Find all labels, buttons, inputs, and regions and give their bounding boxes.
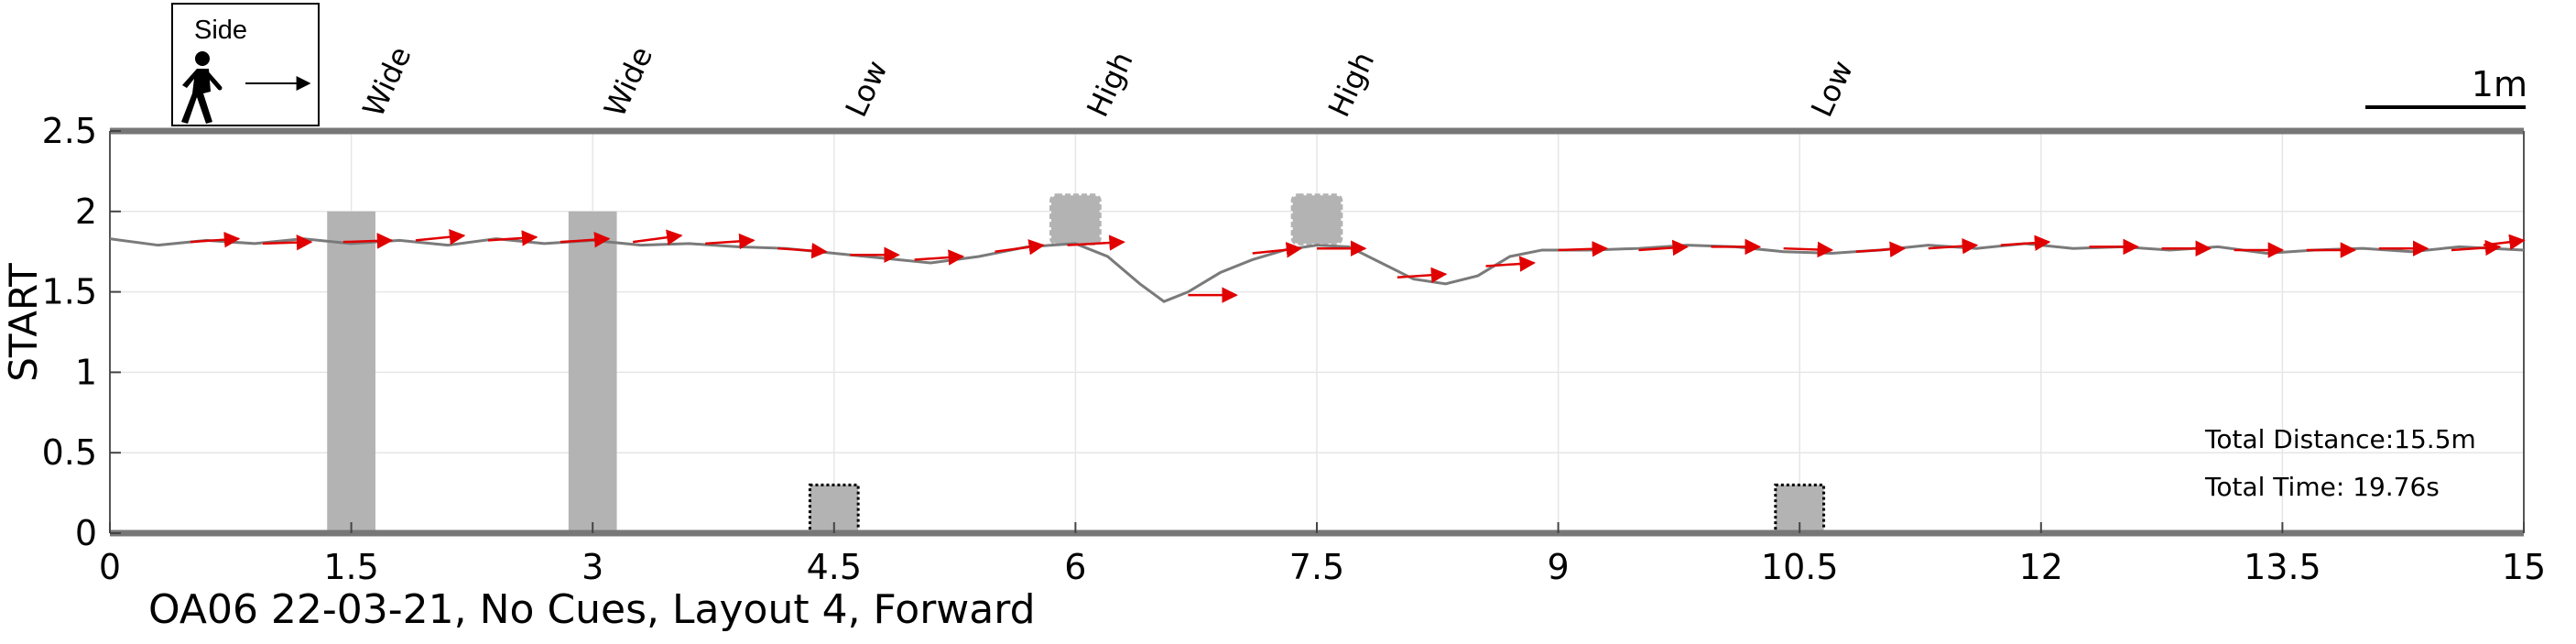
y-axis-label: START <box>1 263 46 382</box>
heading-arrow <box>560 231 611 248</box>
side-legend: Side <box>171 3 320 126</box>
obstacle-label: Wide <box>355 41 418 122</box>
heading-arrow <box>487 230 538 246</box>
y-tick-label: 1.5 <box>42 272 97 312</box>
x-tick-label: 12 <box>2019 547 2063 587</box>
axes <box>109 127 2525 537</box>
heading-arrow <box>632 229 683 246</box>
x-tick-label: 4.5 <box>807 547 862 587</box>
obstacles <box>327 193 1826 535</box>
heading-arrow <box>1485 256 1536 272</box>
total-time: Total Time: 19.76s <box>2204 472 2440 502</box>
walking-person-icon <box>181 51 223 124</box>
heading-arrow <box>2451 239 2502 257</box>
heading-arrow <box>2000 235 2051 251</box>
heading-arrow <box>342 233 394 249</box>
x-tick-label: 9 <box>1548 547 1570 587</box>
grid <box>110 131 2524 533</box>
heading-arrow <box>777 242 828 259</box>
total-distance: Total Distance:15.5m <box>2204 424 2476 454</box>
x-tick-label: 0 <box>99 547 121 587</box>
heading-arrows <box>190 228 2526 303</box>
obstacle-labels: Wide Wide Low High High Low <box>355 41 1860 122</box>
x-tick-label: 3 <box>582 547 603 587</box>
x-tick-label: 10.5 <box>1761 547 1839 587</box>
chart-caption: OA06 22-03-21, No Cues, Layout 4, Forwar… <box>148 586 1036 633</box>
y-tick-labels: 0 0.5 1 1.5 2 2.5 <box>42 111 97 553</box>
obstacle-wide <box>568 211 617 534</box>
heading-arrow <box>705 233 755 250</box>
heading-arrow <box>914 249 965 266</box>
heading-arrow <box>1067 235 1125 251</box>
y-tick-label: 0.5 <box>42 432 97 473</box>
obstacle-label: High <box>1080 47 1140 123</box>
heading-arrow <box>1638 239 1689 257</box>
scale-bar-label: 1m <box>2472 64 2527 104</box>
heading-arrow <box>1928 237 1979 255</box>
obstacle-high <box>1049 193 1102 246</box>
heading-arrow <box>1252 242 1303 258</box>
obstacle-label: Low <box>1804 55 1860 122</box>
heading-arrow <box>190 231 241 248</box>
heading-arrow <box>1397 267 1448 284</box>
x-tick-label: 15 <box>2502 547 2546 587</box>
x-tick-label: 13.5 <box>2244 547 2321 587</box>
heading-arrow <box>415 228 466 246</box>
obstacle-wide <box>327 211 375 534</box>
obstacle-high <box>1290 193 1343 246</box>
heading-arrow <box>1558 240 1609 257</box>
heading-arrow <box>1783 241 1834 258</box>
y-tick-label: 2.5 <box>42 111 97 151</box>
x-tick-labels: 0 1.5 3 4.5 6 7.5 9 10.5 12 13.5 15 <box>99 547 2546 587</box>
obstacle-label: Wide <box>597 41 659 122</box>
heading-arrow <box>995 239 1045 256</box>
y-tick-label: 0 <box>75 513 97 553</box>
heading-arrow <box>1855 241 1907 257</box>
y-tick-label: 2 <box>75 191 97 232</box>
x-tick-label: 6 <box>1064 547 1086 587</box>
heading-arrow <box>2483 234 2526 250</box>
y-tick-label: 1 <box>75 352 97 392</box>
x-tick-label: 1.5 <box>323 547 378 587</box>
obstacle-label: Low <box>839 55 895 122</box>
side-legend-label: Side <box>194 16 247 45</box>
x-tick-label: 7.5 <box>1289 547 1344 587</box>
heading-arrow <box>262 234 313 251</box>
obstacle-label: High <box>1321 47 1382 123</box>
scale-bar: 1m <box>2365 64 2527 109</box>
